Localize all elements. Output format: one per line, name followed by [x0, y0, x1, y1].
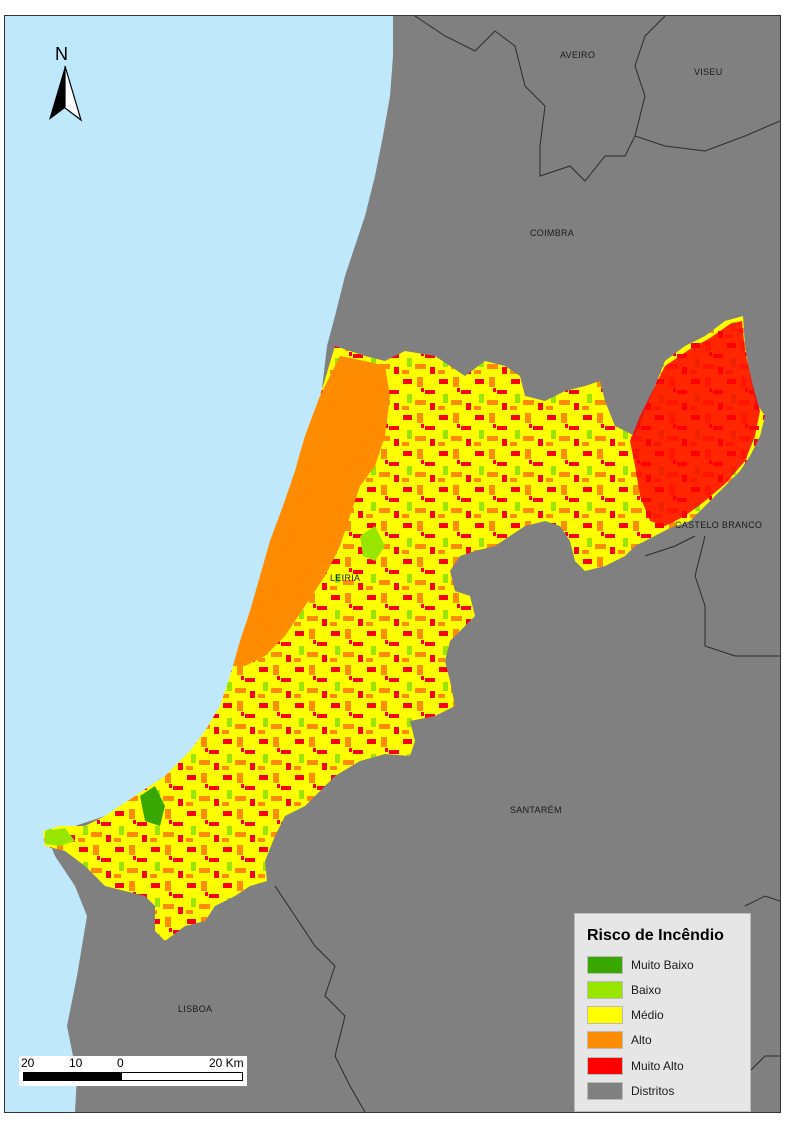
legend-label: Muito Baixo: [631, 958, 694, 972]
north-arrow: N: [45, 44, 85, 141]
legend-item-muito-alto: Muito Alto: [587, 1055, 747, 1077]
map-canvas: [43, 16, 780, 1112]
district-label-leiria: LEIRIA: [330, 573, 361, 583]
legend-swatch: [587, 1057, 623, 1075]
legend-item-alto: Alto: [587, 1029, 747, 1051]
scale-segment: [121, 1072, 243, 1081]
scale-segment: [73, 1072, 122, 1081]
legend-label: Distritos: [631, 1084, 675, 1098]
muito-alto-east-zone: [630, 321, 760, 526]
muito-baixo-patch: [140, 786, 165, 826]
legend-swatch: [587, 1006, 623, 1024]
legend: Risco de Incêndio Muito Baixo Baixo Médi…: [574, 913, 751, 1112]
district-label-castelo-branco: CASTELO BRANCO: [675, 520, 763, 530]
district-label-lisboa: LISBOA: [178, 1004, 213, 1014]
scale-tick-label: 20: [21, 1056, 35, 1070]
map-frame: N AVEIRO VISEU COIMBRA CASTELO BRANCO LE…: [4, 15, 781, 1113]
legend-label: Muito Alto: [631, 1059, 684, 1073]
district-label-aveiro: AVEIRO: [560, 50, 596, 60]
baixo-patch: [45, 828, 75, 846]
legend-item-distritos: Distritos: [587, 1080, 747, 1102]
legend-swatch: [587, 956, 623, 974]
legend-label: Médio: [631, 1008, 664, 1022]
scale-tick-label: 0: [117, 1056, 124, 1070]
district-label-coimbra: COIMBRA: [530, 228, 575, 238]
legend-label: Alto: [631, 1033, 652, 1047]
scale-segment: [23, 1072, 74, 1081]
north-label: N: [55, 44, 68, 64]
district-label-viseu: VISEU: [694, 67, 723, 77]
legend-swatch: [587, 1031, 623, 1049]
baixo-patch: [360, 526, 385, 561]
legend-item-baixo: Baixo: [587, 979, 747, 1001]
legend-swatch: [587, 1082, 623, 1100]
legend-title: Risco de Incêndio: [587, 927, 724, 944]
district-borders: [274, 16, 780, 1112]
alto-coastal-zone: [233, 356, 390, 666]
scale-tick-label: 20 Km: [209, 1056, 244, 1070]
legend-item-muito-baixo: Muito Baixo: [587, 954, 747, 976]
leiria-risk-area: [43, 316, 765, 941]
legend-label: Baixo: [631, 983, 662, 997]
legend-swatch: [587, 981, 623, 999]
scale-bar: 20 10 0 20 Km: [19, 1056, 247, 1086]
legend-item-medio: Médio: [587, 1004, 747, 1026]
district-label-santarem: SANTARÉM: [510, 805, 562, 815]
scale-tick-label: 10: [69, 1056, 83, 1070]
north-arrow-icon: [49, 66, 65, 120]
